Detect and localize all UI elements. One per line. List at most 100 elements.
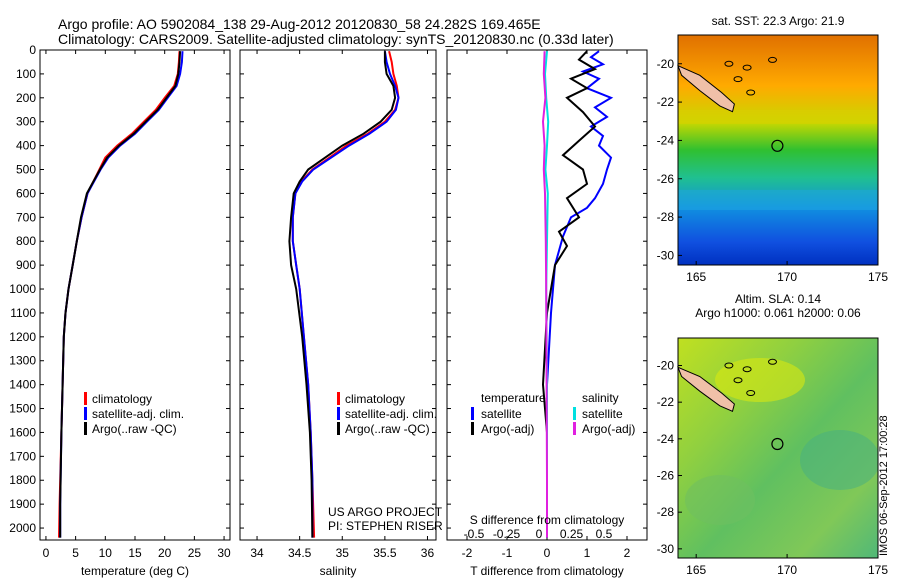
- y-tick-label: 100: [16, 67, 36, 81]
- map-y-tick-label: -20: [657, 57, 675, 71]
- y-tick-label: 1500: [9, 402, 36, 416]
- x-tick-label: 2: [624, 546, 631, 560]
- y-tick-label: 600: [16, 186, 36, 200]
- x-tick-label: 34.5: [288, 546, 312, 560]
- y-tick-label: 1000: [9, 282, 36, 296]
- project-annotation: US ARGO PROJECT: [328, 505, 443, 519]
- series-line-argo-raw-qc-: [288, 51, 397, 538]
- series-line-satellite: [546, 50, 614, 538]
- t-difference-xlabel: T difference from climatology: [470, 564, 624, 578]
- s-difference-label: S difference from climatology: [470, 513, 625, 527]
- y-tick-label: 1200: [9, 330, 36, 344]
- salinity-panel-frame: [239, 49, 437, 541]
- argo-position-marker: [771, 139, 784, 152]
- legend-swatch-argo: [337, 422, 340, 435]
- x-tick-label: -1: [502, 546, 513, 560]
- legend-label-satellite: satellite-adj. clim.: [345, 407, 437, 421]
- series-line-argo-raw-qc-: [59, 51, 182, 538]
- x-tick-label: 5: [72, 546, 79, 560]
- map-y-tick-label: -26: [657, 469, 675, 483]
- small-island: [768, 56, 777, 63]
- sst-band: [678, 110, 878, 124]
- series-line-climatology: [58, 51, 181, 538]
- x-tick-label: 35.5: [373, 546, 397, 560]
- y-tick-label: 200: [16, 91, 36, 105]
- x-tick-label: 34: [250, 546, 264, 560]
- legend-swatch-s-argo: [573, 422, 576, 435]
- map-y-tick-label: -28: [657, 505, 675, 519]
- legend-swatch-satellite: [337, 407, 340, 420]
- x-tick-label: 36: [421, 546, 435, 560]
- x-tick-label: -2: [462, 546, 473, 560]
- map-y-tick-label: -24: [657, 133, 675, 147]
- map-y-tick-label: -30: [657, 248, 675, 262]
- salinity-series: [288, 50, 400, 538]
- y-tick-label: 500: [16, 163, 36, 177]
- small-island: [746, 89, 756, 96]
- y-tick-label: 300: [16, 115, 36, 129]
- s-tick-label: 0.5: [596, 527, 613, 541]
- legend-label-argo: Argo(..raw -QC): [92, 422, 177, 436]
- y-tick-label: 1600: [9, 425, 36, 439]
- temperature-xlabel: temperature (deg C): [81, 564, 189, 578]
- map-y-tick-label: -26: [657, 172, 675, 186]
- y-tick-label: 2000: [9, 521, 36, 535]
- sla-map-subtitle: Argo h1000: 0.061 h2000: 0.06: [695, 306, 861, 320]
- small-island: [768, 358, 777, 365]
- s-tick-label: -0.5: [464, 527, 485, 541]
- legend-label-s-satellite: satellite: [582, 407, 623, 421]
- map-y-tick-label: -28: [657, 210, 675, 224]
- x-tick-label: 20: [158, 546, 172, 560]
- imos-timestamp: IMOS 06-Sep-2012 17:00:28: [878, 415, 890, 556]
- legend-group-temperature: temperature: [481, 391, 546, 405]
- difference-legend: temperature salinity satellite Argo(-adj…: [471, 391, 635, 436]
- series-line-argo-adj-: [541, 51, 548, 538]
- x-tick-label: 1: [584, 546, 591, 560]
- map-y-tick-label: -30: [657, 542, 675, 556]
- map-x-tick-label: 170: [777, 270, 797, 284]
- legend-group-salinity: salinity: [582, 391, 619, 405]
- map-y-tick-label: -22: [657, 95, 675, 109]
- pi-annotation: PI: STEPHEN RISER: [328, 519, 443, 533]
- legend-swatch-s-satellite: [573, 407, 576, 420]
- y-tick-label: 800: [16, 234, 36, 248]
- temperature-series: [58, 51, 184, 538]
- series-line-satellite-adj-clim-: [291, 51, 400, 538]
- x-tick-label: 15: [128, 546, 142, 560]
- map-x-tick-label: 170: [777, 563, 797, 577]
- x-tick-label: 0: [544, 546, 551, 560]
- sst-map-land: [677, 56, 784, 152]
- map-y-tick-label: -22: [657, 395, 675, 409]
- sla-map-frame: [677, 337, 879, 559]
- difference-series: [541, 50, 614, 538]
- sst-map-field: [678, 35, 878, 265]
- sla-patch: [715, 358, 805, 402]
- s-tick-label: 0: [536, 527, 543, 541]
- y-tick-label: 1900: [9, 497, 36, 511]
- sst-map-frame: [677, 34, 879, 266]
- map-x-tick-label: 165: [686, 270, 706, 284]
- sst-band: [678, 190, 878, 210]
- figure-title-line1: Argo profile: AO 5902084_138 29-Aug-2012…: [58, 16, 541, 32]
- legend-label-s-argo: Argo(-adj): [582, 422, 635, 436]
- salinity-legend: climatology satellite-adj. clim. Argo(..…: [328, 392, 443, 533]
- small-island: [724, 362, 734, 369]
- legend-label-climatology: climatology: [92, 392, 152, 406]
- x-tick-label: 30: [217, 546, 231, 560]
- small-island: [742, 366, 752, 373]
- legend-swatch-satellite: [84, 407, 87, 420]
- sla-patch: [685, 475, 755, 525]
- small-island: [724, 60, 734, 67]
- sla-map-land: [677, 358, 784, 451]
- salinity-xlabel: salinity: [320, 564, 357, 578]
- island-new-caledonia: [677, 64, 735, 113]
- temperature-axes: 0100200300400500600700800900100011001200…: [9, 43, 231, 560]
- legend-label-climatology: climatology: [345, 392, 405, 406]
- legend-swatch-t-satellite: [471, 407, 474, 420]
- y-tick-label: 400: [16, 139, 36, 153]
- legend-label-t-argo: Argo(-adj): [481, 422, 534, 436]
- island-new-caledonia: [677, 366, 735, 412]
- x-tick-label: 0: [43, 546, 50, 560]
- legend-swatch-t-argo: [471, 422, 474, 435]
